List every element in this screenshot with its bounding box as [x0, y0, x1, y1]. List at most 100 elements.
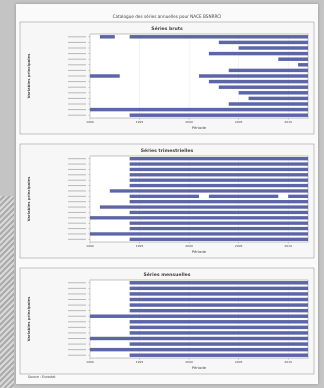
- availability-bar: [129, 113, 308, 117]
- x-tick-label: 1990: [86, 120, 94, 124]
- row-label-mark: [68, 321, 86, 323]
- availability-bar: [99, 205, 308, 209]
- availability-bar: [129, 173, 308, 177]
- availability-bar: [298, 63, 308, 67]
- row-label-mark: [68, 349, 86, 351]
- row-label-mark: [68, 47, 86, 49]
- row-label-mark: [68, 86, 86, 88]
- row-label-mark: [68, 201, 86, 203]
- availability-bar: [109, 189, 309, 193]
- availability-bar: [129, 331, 308, 335]
- availability-bar: [90, 74, 120, 78]
- availability-bar: [129, 308, 308, 313]
- availability-bar: [129, 303, 308, 307]
- row-label-mark: [68, 36, 86, 38]
- x-tick-label: 1995: [136, 244, 144, 248]
- chart-panel-3: Séries mensuelles 1990 1995 2000 2005 2010 Pér…: [19, 267, 315, 375]
- availability-bar: [218, 40, 308, 45]
- row-label-mark: [68, 114, 86, 116]
- row-label-mark: [68, 103, 86, 105]
- row-label-mark: [68, 41, 86, 43]
- x-tick-label: 1990: [86, 244, 94, 248]
- y-axis-label: Variables principales: [26, 296, 31, 342]
- availability-bar: [129, 210, 308, 215]
- x-axis-label: Période: [192, 125, 207, 130]
- availability-bar: [208, 79, 308, 84]
- availability-bar: [238, 46, 308, 50]
- availability-bar: [199, 74, 308, 78]
- x-tick-label: 2005: [235, 360, 243, 364]
- row-label-mark: [68, 310, 86, 312]
- row-label-mark: [68, 185, 86, 187]
- row-label-mark: [68, 354, 86, 356]
- row-label-mark: [68, 217, 86, 219]
- x-tick-label: 2010: [284, 360, 292, 364]
- x-axis-label: Période: [192, 365, 207, 370]
- row-label-mark: [68, 158, 86, 160]
- availability-bar: [218, 85, 308, 89]
- availability-bar: [129, 286, 308, 291]
- availability-bar: [90, 314, 308, 318]
- availability-bar: [129, 353, 308, 357]
- availability-bar: [129, 35, 308, 39]
- availability-bar: [129, 183, 308, 188]
- availability-bar: [278, 57, 308, 61]
- availability-bar: [129, 194, 199, 198]
- availability-bar: [129, 320, 308, 324]
- availability-bar: [90, 232, 308, 236]
- row-label-mark: [68, 211, 86, 213]
- row-label-mark: [68, 282, 86, 284]
- availability-bar: [90, 107, 308, 112]
- row-label-mark: [68, 206, 86, 208]
- x-tick-label: 2010: [284, 120, 292, 124]
- row-label-mark: [68, 343, 86, 345]
- availability-bar: [129, 221, 308, 225]
- row-label-mark: [68, 168, 86, 170]
- row-label-mark: [68, 315, 86, 317]
- row-label-mark: [68, 190, 86, 192]
- row-label-mark: [68, 97, 86, 99]
- availability-bar: [248, 96, 308, 101]
- row-label-mark: [68, 53, 86, 55]
- footer-note: Source : Eurostat: [28, 375, 56, 379]
- row-label-mark: [68, 92, 86, 94]
- row-label-mark: [68, 58, 86, 60]
- chart-panel-2: Séries trimestrielles 1990 1995 2000 2005 201…: [19, 143, 315, 259]
- availability-bar: [90, 336, 308, 341]
- availability-bar: [129, 178, 308, 182]
- document-page: Catalogue des séries annuelles pour NACE…: [16, 4, 318, 384]
- row-label-mark: [68, 304, 86, 306]
- availability-bar: [228, 102, 308, 106]
- x-tick-label: 2005: [235, 244, 243, 248]
- chart-panel-1: Séries bruts 1990 1995 2000 2005 2010 Période V…: [19, 21, 315, 135]
- row-label-mark: [68, 75, 86, 77]
- x-tick-label: 1995: [136, 360, 144, 364]
- background-stripes: [0, 196, 14, 388]
- row-label-mark: [68, 81, 86, 83]
- x-tick-label: 1990: [86, 360, 94, 364]
- page-title: Catalogue des séries annuelles pour NACE…: [113, 14, 222, 19]
- row-label-mark: [68, 326, 86, 328]
- availability-bar: [129, 157, 308, 161]
- row-label-mark: [68, 293, 86, 295]
- row-label-mark: [68, 64, 86, 66]
- availability-bar: [208, 51, 308, 56]
- row-label-mark: [68, 228, 86, 230]
- availability-bar: [129, 297, 308, 302]
- row-label-mark: [68, 222, 86, 224]
- availability-bar: [90, 347, 308, 352]
- availability-bar: [129, 237, 308, 241]
- availability-bar: [129, 226, 308, 231]
- x-tick-label: 2000: [185, 360, 193, 364]
- row-label-mark: [68, 299, 86, 300]
- availability-bar: [129, 325, 308, 330]
- plot-area: [89, 279, 309, 359]
- row-label-mark: [68, 238, 86, 240]
- panel-title: Séries bruts: [151, 25, 183, 32]
- availability-bar: [99, 35, 115, 39]
- row-label-mark: [68, 338, 86, 339]
- row-label-mark: [68, 195, 86, 197]
- row-label-mark: [68, 233, 86, 235]
- panel-title: Séries mensuelles: [143, 271, 190, 278]
- row-label-mark: [68, 287, 86, 289]
